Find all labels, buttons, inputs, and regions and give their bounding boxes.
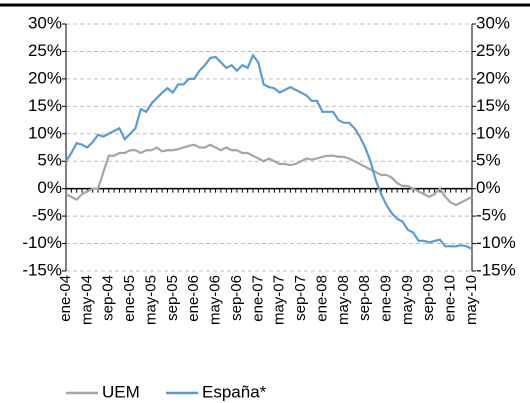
y-tick-label-right: 0% (476, 178, 501, 197)
series-line (65, 143, 473, 207)
y-tick-label-right: 20% (476, 68, 510, 87)
x-tick-label: ene-09 (377, 275, 394, 322)
y-tick-label: 30% (28, 13, 62, 32)
x-tick-label: ene-04 (57, 275, 74, 322)
y-tick-label-right: 25% (476, 41, 510, 60)
x-tick-label: ene-05 (121, 275, 138, 322)
legend-label: UEM (102, 382, 140, 401)
y-tick-label-right: 15% (476, 96, 510, 115)
y-tick-label: 20% (28, 68, 62, 87)
y-tick-label: 0% (37, 178, 62, 197)
x-tick-label: may-06 (207, 275, 224, 325)
x-tick-label: ene-08 (313, 275, 330, 322)
y-tick-label: 10% (28, 123, 62, 142)
x-tick-label: sep-09 (420, 275, 437, 321)
legend-label: España* (202, 382, 267, 401)
x-tick-label: sep-06 (228, 275, 245, 321)
y-tick-label: 25% (28, 41, 62, 60)
x-tick-label: ene-07 (249, 275, 266, 322)
x-tick-label: sep-07 (292, 275, 309, 321)
y-tick-label-right: -10% (476, 233, 516, 252)
x-tick-label: may-08 (335, 275, 352, 325)
x-tick-label: may-04 (78, 275, 95, 325)
x-tick-label: sep-08 (356, 275, 373, 321)
y-tick-label-right: 5% (476, 151, 501, 170)
y-tick-label: 5% (37, 151, 62, 170)
x-tick-label: ene-06 (185, 275, 202, 322)
x-tick-label: may-10 (463, 275, 480, 325)
y-tick-label: -10% (22, 233, 62, 252)
x-tick-label: may-07 (271, 275, 288, 325)
x-tick-label: sep-05 (164, 275, 181, 321)
y-tick-label-right: -15% (476, 260, 516, 279)
y-tick-label-right: 30% (476, 13, 510, 32)
y-tick-label: 15% (28, 96, 62, 115)
series-line (65, 53, 473, 251)
y-tick-label: -5% (32, 206, 62, 225)
x-tick-label: ene-10 (442, 275, 459, 322)
y-tick-label-right: 10% (476, 123, 510, 142)
x-tick-label: sep-04 (100, 275, 117, 321)
y-tick-label-right: -5% (476, 206, 506, 225)
x-tick-label: may-05 (142, 275, 159, 325)
y-tick-label: -15% (22, 260, 62, 279)
x-tick-label: may-09 (399, 275, 416, 325)
